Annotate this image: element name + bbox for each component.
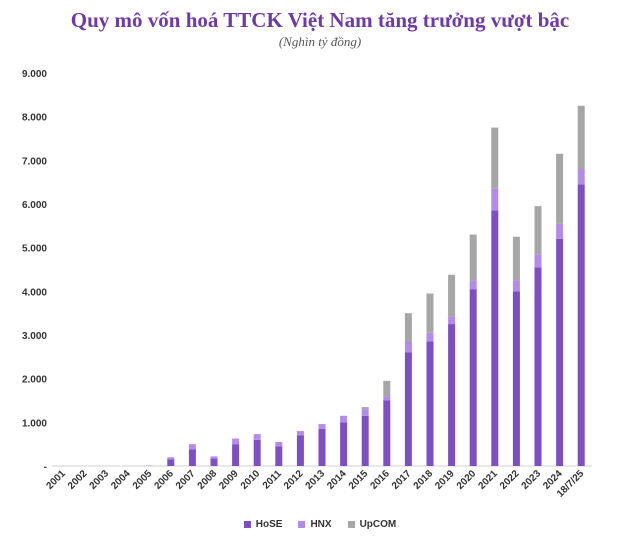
bar-hose-2018: [426, 341, 434, 466]
legend-item-upcom: UpCOM: [347, 519, 397, 530]
bar-hose-2020: [469, 289, 477, 466]
bar-upcom-2017: [404, 313, 412, 342]
y-tick-label: 5.000: [22, 244, 47, 255]
bar-hnx-2009: [232, 438, 240, 445]
y-tick-label: 9.000: [22, 69, 47, 80]
bar-upcom-2016: [383, 380, 391, 397]
bar-hose-2016: [383, 400, 391, 466]
bar-hose-2024: [556, 238, 564, 466]
bar-hnx-2010: [253, 434, 261, 440]
bar-hose-2015: [361, 415, 369, 466]
x-tick-label: 2013: [304, 468, 328, 492]
bar-hose-2023: [534, 267, 542, 466]
bar-upcom-2015: [361, 407, 369, 410]
bar-hose-2007: [188, 449, 196, 466]
y-tick-label: 8.000: [22, 113, 47, 124]
x-tick-label: 2005: [131, 468, 155, 492]
y-tick-label: -: [44, 462, 47, 473]
bar-hnx-2023: [534, 254, 542, 268]
bar-hnx-2020: [469, 280, 477, 290]
x-tick-label: 2004: [109, 468, 133, 492]
bar-hnx-2022: [512, 280, 520, 292]
bar-hose-2022: [512, 291, 520, 466]
bar-hnx-2018: [426, 332, 434, 342]
bar-hnx-2006: [167, 457, 175, 460]
bar-hose-2012: [296, 435, 304, 466]
bar-hnx-2007: [188, 444, 196, 450]
bar-hose-2013: [318, 428, 326, 466]
x-tick-label: 2002: [66, 468, 90, 492]
legend-label-upcom: UpCOM: [359, 519, 397, 530]
x-tick-label: 2007: [174, 468, 198, 492]
bar-hnx-2013: [318, 424, 326, 429]
bar-hnx-18-7-25: [577, 169, 585, 185]
x-tick-label: 2012: [282, 468, 306, 492]
bar-hose-2017: [404, 352, 412, 466]
y-tick-label: 6.000: [22, 200, 47, 211]
x-tick-label: 2020: [455, 468, 479, 492]
legend-label-hnx: HNX: [310, 519, 332, 530]
bar-hnx-2014: [340, 415, 348, 423]
bar-hose-2008: [210, 458, 218, 466]
bar-hose-2021: [491, 210, 499, 466]
y-tick-label: 4.000: [22, 287, 47, 298]
y-tick-label: 1.000: [22, 418, 47, 429]
bar-hose-2011: [275, 446, 283, 466]
chart-title: Quy mô vốn hoá TTCK Việt Nam tăng trưởng…: [70, 8, 570, 32]
bar-upcom-2022: [512, 236, 520, 281]
bar-hnx-2017: [404, 341, 412, 353]
y-tick-label: 7.000: [22, 156, 47, 167]
bar-hnx-2011: [275, 441, 283, 447]
bar-hose-2014: [340, 422, 348, 466]
x-tick-label: 2006: [152, 468, 176, 492]
x-tick-label: 2018: [412, 468, 436, 492]
bar-hnx-2021: [491, 188, 499, 211]
bar-upcom-2023: [534, 206, 542, 255]
bar-hose-18-7-25: [577, 184, 585, 466]
x-tick-label: 2015: [347, 468, 371, 492]
bar-upcom-2018: [426, 293, 434, 333]
x-tick-label: 2022: [498, 468, 522, 492]
chart-legend: HoSE HNX UpCOM: [0, 519, 640, 530]
bar-hose-2010: [253, 439, 261, 466]
legend-item-hose: HoSE: [243, 519, 283, 530]
bar-upcom-18-7-25: [577, 105, 585, 170]
x-tick-label: 2010: [239, 468, 263, 492]
y-tick-label: 2.000: [22, 375, 47, 386]
bar-hnx-2008: [210, 456, 218, 459]
x-tick-label: 2001: [44, 468, 68, 492]
bar-hnx-2024: [556, 223, 564, 239]
legend-item-hnx: HNX: [298, 519, 332, 530]
legend-swatch-upcom: [347, 521, 355, 528]
bar-hnx-2016: [383, 396, 391, 401]
x-tick-label: 2009: [217, 468, 241, 492]
bar-hnx-2012: [296, 431, 304, 436]
legend-label-hose: HoSE: [255, 519, 283, 530]
legend-swatch-hnx: [298, 521, 306, 528]
bar-hose-2009: [232, 444, 240, 466]
bar-upcom-2020: [469, 234, 477, 281]
x-tick-label: 2014: [325, 468, 349, 492]
x-tick-label: 2016: [368, 468, 392, 492]
x-tick-label: 2023: [520, 468, 544, 492]
y-tick-label: 3.000: [22, 331, 47, 342]
bar-upcom-2024: [556, 153, 564, 224]
bar-hose-2019: [448, 324, 456, 466]
bar-hnx-2019: [448, 316, 456, 325]
bar-hose-2006: [167, 459, 175, 466]
legend-swatch-hose: [243, 521, 251, 528]
x-tick-label: 2011: [261, 468, 284, 491]
x-tick-label: 2017: [390, 468, 414, 492]
x-tick-label: 2003: [88, 468, 112, 492]
x-tick-label: 2021: [476, 468, 500, 492]
x-tick-label: 2019: [433, 468, 457, 492]
chart-subtitle: (Nghìn tỷ đồng): [278, 34, 362, 49]
x-tick-label: 2008: [196, 468, 220, 492]
bar-hnx-2015: [361, 409, 369, 416]
bar-upcom-2019: [448, 274, 456, 317]
bar-upcom-2021: [491, 127, 499, 189]
